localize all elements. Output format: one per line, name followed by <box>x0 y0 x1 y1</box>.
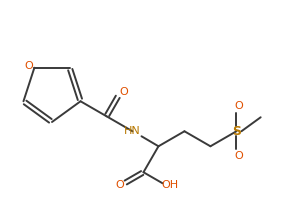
Text: S: S <box>232 125 241 138</box>
Text: O: O <box>24 61 33 71</box>
Text: O: O <box>234 151 243 161</box>
Text: HN: HN <box>124 126 141 136</box>
Text: OH: OH <box>161 180 178 190</box>
Text: O: O <box>115 180 124 190</box>
Text: O: O <box>119 87 128 97</box>
Text: O: O <box>234 101 243 111</box>
